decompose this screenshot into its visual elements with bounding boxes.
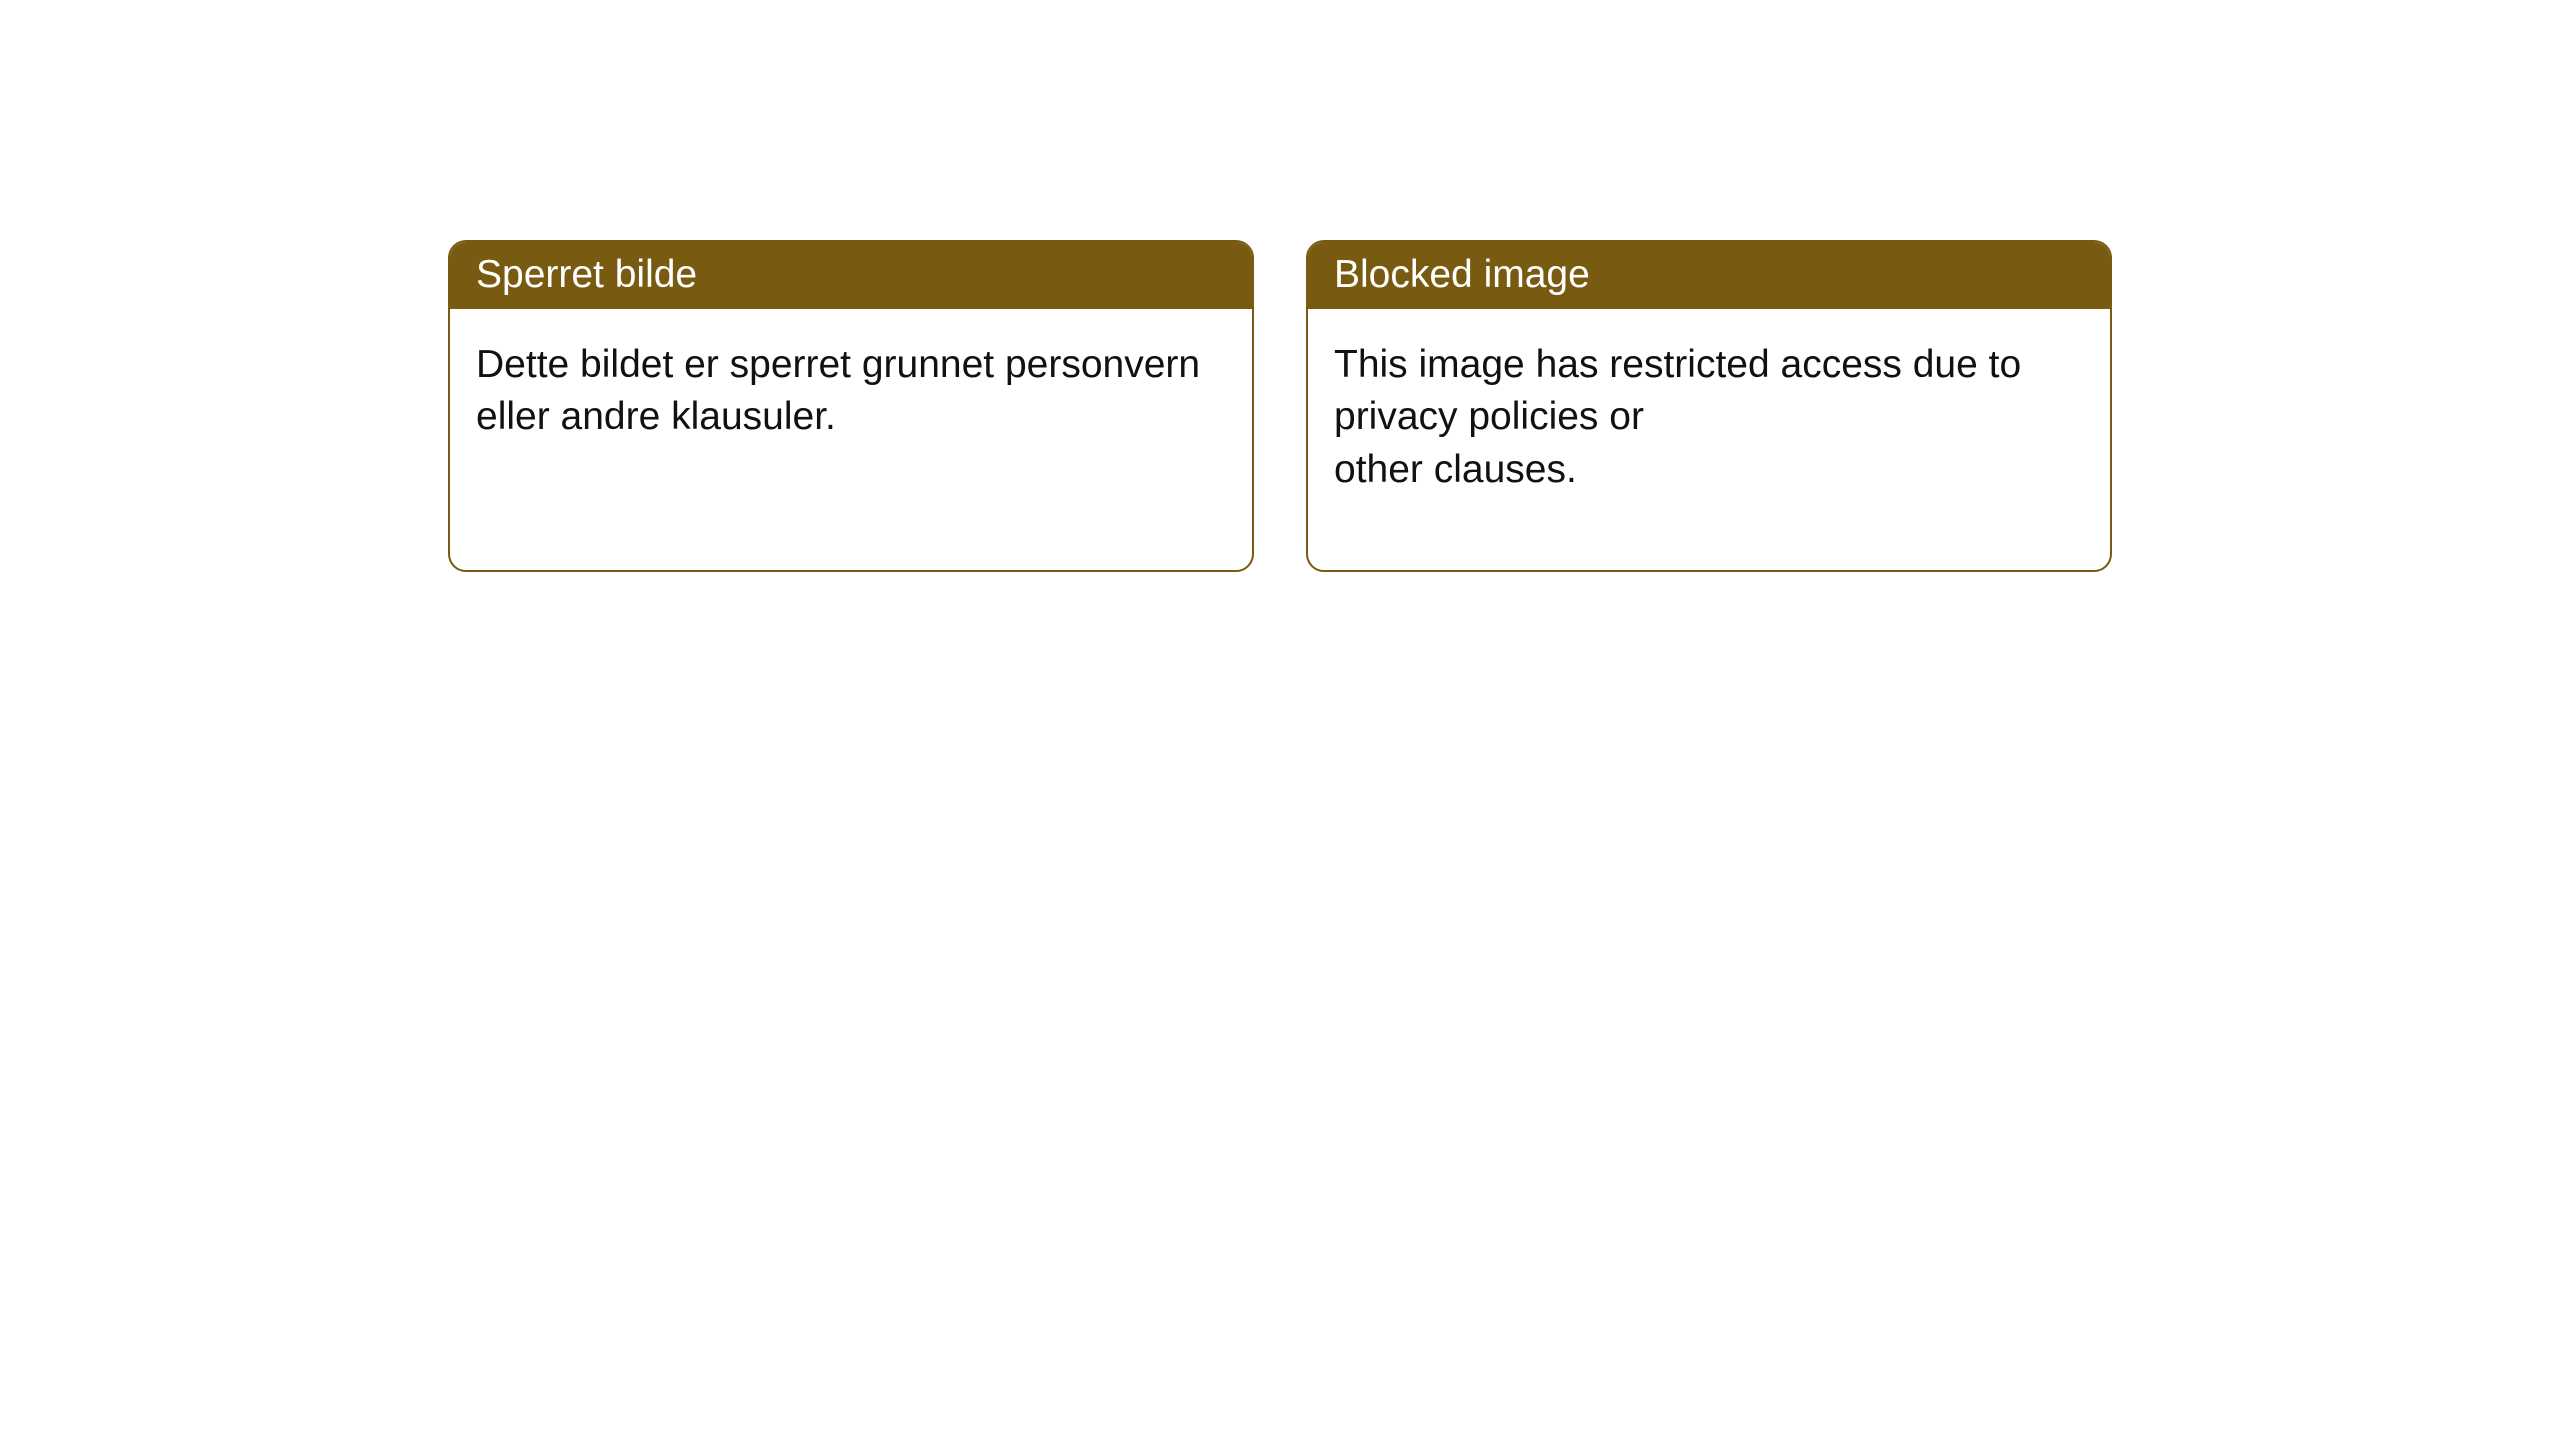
notice-body: Dette bildet er sperret grunnet personve… [450, 309, 1252, 474]
notice-box-english: Blocked image This image has restricted … [1306, 240, 2112, 572]
notice-header: Blocked image [1308, 242, 2110, 309]
notice-box-norwegian: Sperret bilde Dette bildet er sperret gr… [448, 240, 1254, 572]
notice-body: This image has restricted access due to … [1308, 309, 2110, 527]
notice-container: Sperret bilde Dette bildet er sperret gr… [0, 0, 2560, 572]
notice-header: Sperret bilde [450, 242, 1252, 309]
